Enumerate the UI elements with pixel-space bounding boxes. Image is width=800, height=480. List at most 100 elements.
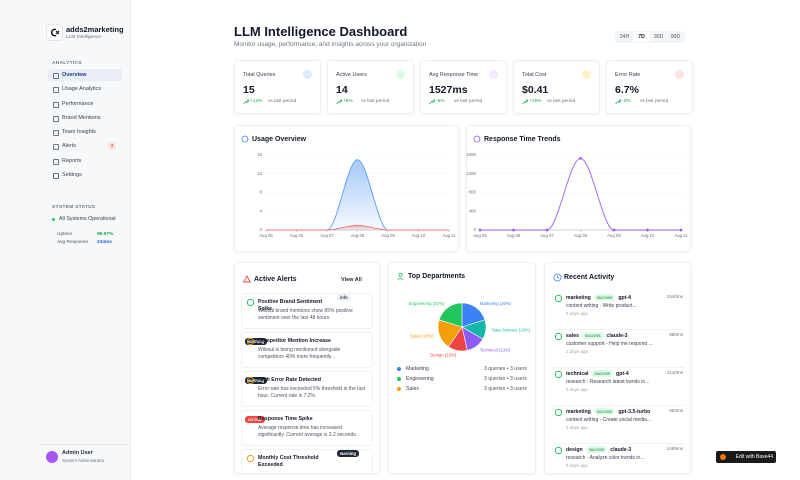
activity-duration: 850ms <box>669 408 683 413</box>
edit-button[interactable]: Edit with Base44 <box>716 451 776 463</box>
activity-icon <box>555 409 562 416</box>
nav-item[interactable]: Overview <box>48 69 122 81</box>
pie-label: Engineering (20%) <box>409 301 445 306</box>
legend-name: Sales <box>406 386 419 392</box>
nav-item[interactable]: Alerts 3 <box>48 140 122 152</box>
point <box>579 157 582 160</box>
nav-item[interactable]: Settings <box>48 169 122 181</box>
x-tick-label: Aug 08 <box>574 233 588 238</box>
pie-label: Sales (20%) <box>410 334 434 339</box>
legend-dot <box>397 377 401 381</box>
clock-icon <box>553 273 562 282</box>
activity-item: marketing success gpt-4 1540ms content writi… <box>553 293 685 330</box>
alert-text: Wilsoul brand mentions show 85% positive… <box>258 308 353 321</box>
legend-dot <box>397 367 401 371</box>
chart-icon <box>241 135 249 143</box>
activity-time: 3 days ago <box>566 425 589 430</box>
point <box>545 228 549 232</box>
alert-item[interactable]: Competitor Mention Increase warning Wilsou… <box>241 332 373 368</box>
line <box>265 224 449 231</box>
alert-item[interactable]: Monthly Cost Threshold Exceeded warning <box>241 449 373 473</box>
kpi-value: 15 <box>243 84 255 96</box>
view-all-link[interactable]: View All <box>341 277 362 283</box>
kpi-label: Total Queries <box>243 72 276 78</box>
trend-arrow <box>336 99 342 105</box>
x-tick-label: Aug 05 <box>473 233 487 238</box>
range-button[interactable]: 30D <box>653 34 664 40</box>
alert-item[interactable]: High Error Rate Detected warning Error rat… <box>241 371 373 407</box>
y-tick-label: 800 <box>468 190 476 195</box>
nav-item[interactable]: Usage Analytics <box>48 83 122 95</box>
y-tick-label: 0 <box>259 227 262 232</box>
legend-name: Engineering <box>406 376 434 382</box>
nav-item[interactable]: Performance <box>48 98 122 110</box>
activity-status: success <box>593 294 616 301</box>
activity-time: 3 days ago <box>566 463 589 468</box>
area <box>266 159 449 230</box>
alert-icon <box>247 416 254 423</box>
y-tick-label: 0 <box>473 227 476 232</box>
legend-detail: 3 queries • 3 users <box>483 386 527 392</box>
activity-text: content writing - Write product... <box>566 303 637 309</box>
activity-item: technical success gpt-4 2110ms research - Re… <box>553 369 685 406</box>
kpi-note: vs last period <box>361 99 390 104</box>
page-subtitle: Monitor usage, performance, and insights… <box>234 41 427 48</box>
trend-arrow <box>615 99 621 105</box>
alert-title: Monthly Cost Threshold Exceeded <box>258 455 319 468</box>
alert-item[interactable]: Positive Brand Sentiment Spike info Wilsou… <box>241 293 373 329</box>
activity-header: technical success gpt-4 <box>566 370 629 377</box>
alert-badge: warning <box>337 450 360 457</box>
x-tick-label: Aug 07 <box>540 233 554 238</box>
range-button[interactable]: 7D <box>633 32 650 42</box>
point <box>646 228 649 232</box>
alert-icon <box>247 299 254 306</box>
activity-team: marketing <box>566 295 591 301</box>
stat-value: 234ms <box>97 240 112 245</box>
pie-slice <box>438 302 463 328</box>
alert-icon <box>243 275 251 283</box>
alert-text: Error rate has exceeded 5% threshold in … <box>258 386 366 399</box>
range-selector: 24H 7D 30D 90D <box>615 31 685 43</box>
activity-text: content writing - Create social media... <box>566 417 652 423</box>
range-button[interactable]: 90D <box>670 34 681 40</box>
legend-detail: 3 queries • 3 users <box>483 366 527 372</box>
stat-label: Uptime <box>57 232 73 237</box>
alert-badge: warning <box>245 338 268 346</box>
kpi-value: 14 <box>336 84 348 96</box>
kpi-note: vs last period <box>268 99 297 104</box>
activity-duration: 1540ms <box>666 294 683 299</box>
kpi-note: vs last period <box>547 99 576 104</box>
alert-icon <box>247 455 254 462</box>
kpi-icon <box>303 70 312 79</box>
x-tick-label: Aug 07 <box>320 233 334 238</box>
activity-header: marketing success gpt-3.5-turbo <box>566 408 650 415</box>
range-button[interactable]: 24H <box>619 34 630 40</box>
logo[interactable] <box>46 24 63 41</box>
activity-header: marketing success gpt-4 <box>566 294 631 301</box>
kpi-value: 1527ms <box>429 84 468 96</box>
user-role: System Administrator <box>62 458 105 463</box>
x-tick-label: Aug 11 <box>442 233 456 238</box>
point <box>679 228 683 232</box>
nav-item[interactable]: Team Insights <box>48 126 122 138</box>
section-title: SYSTEM STATUS <box>52 205 96 210</box>
kpi-label: Avg Response Time <box>429 72 479 78</box>
nav-item[interactable]: Reports <box>48 155 122 167</box>
x-tick-label: Aug 11 <box>674 233 688 238</box>
kpi-icon <box>582 70 591 79</box>
avatar[interactable] <box>46 451 58 463</box>
stat-row: Avg Response 234ms <box>57 240 117 245</box>
y-tick-label: 1200 <box>466 171 477 176</box>
kpi-label: Error Rate <box>615 72 641 78</box>
kpi-card: Error Rate 6.7% -2% vs last period <box>606 60 693 114</box>
alert-item[interactable]: Response Time Spike critical Average respo… <box>241 410 373 446</box>
alert-text: Wilsoul is being mentioned alongside com… <box>258 347 341 360</box>
activity-time: 3 days ago <box>566 387 589 392</box>
kpi-icon <box>675 70 684 79</box>
activity-model: gpt-4 <box>616 371 629 377</box>
activity-card: Recent Activity marketing success gpt-4 154… <box>544 262 691 474</box>
nav-item[interactable]: Brand Mentions <box>48 112 122 124</box>
team-icon <box>397 272 404 281</box>
y-tick-label: 8 <box>259 190 262 195</box>
stat-label: Avg Response <box>57 240 89 245</box>
